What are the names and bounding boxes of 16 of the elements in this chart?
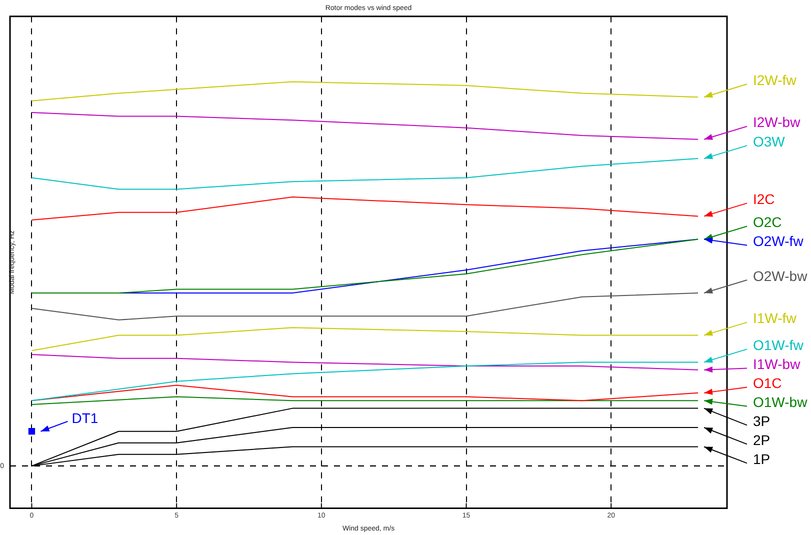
legend-label: O1C: [753, 375, 782, 392]
legend-label: 1P: [753, 451, 770, 468]
legend-label: O1W-bw: [753, 394, 808, 410]
legend-label: 2P: [753, 432, 770, 448]
text: O2W-bw: [753, 268, 808, 284]
text: I2W-fw: [753, 72, 798, 88]
legend-label: DT1: [72, 410, 98, 426]
text: O3W: [753, 133, 786, 150]
legend-label: O2W-fw: [753, 233, 804, 250]
legend-label: 3P: [753, 413, 770, 430]
text: O1W-fw: [753, 337, 804, 354]
text: O2C: [753, 214, 782, 230]
text: I2C: [753, 191, 775, 208]
text: I2W-bw: [753, 114, 802, 130]
legend-label: I1W-bw: [753, 356, 802, 372]
text: I1W-fw: [753, 310, 798, 326]
